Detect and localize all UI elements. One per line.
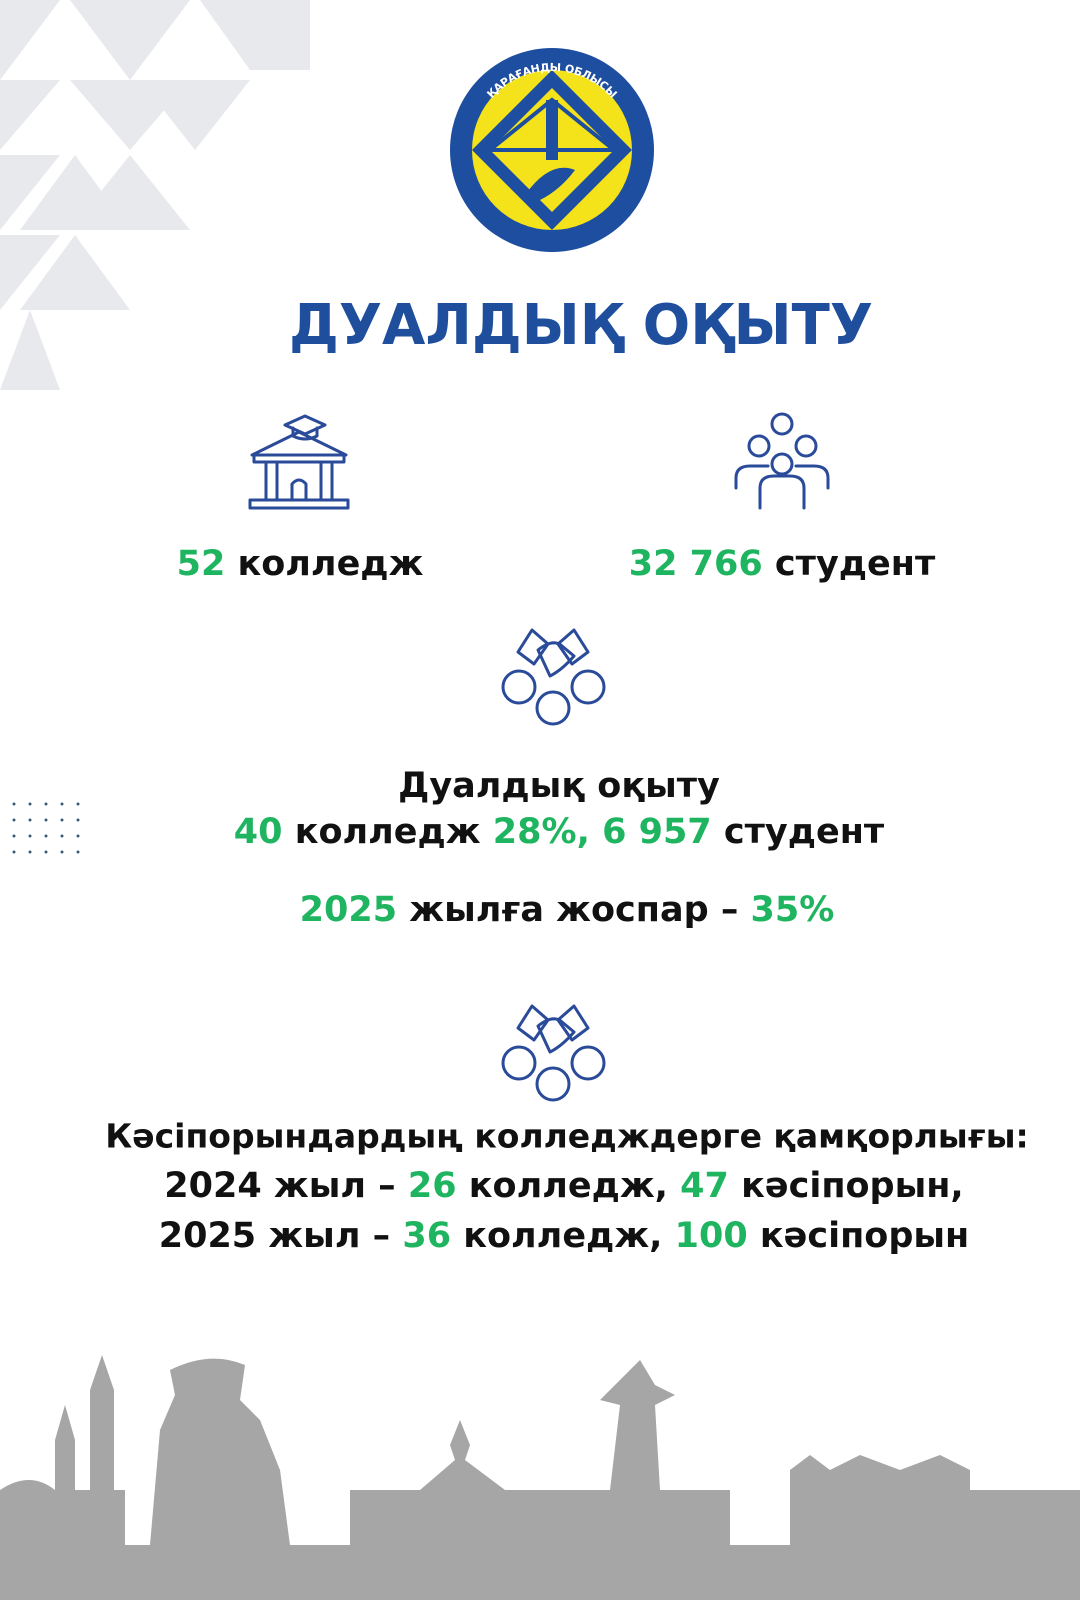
support-heading: Кәсіпорындардың колледждерге қамқорлығы: <box>105 1117 1028 1156</box>
number: 100 <box>675 1216 748 1256</box>
stat-colleges: 52 колледж <box>177 544 424 584</box>
logo: ҚАРАҒАНДЫ ОБЛЫСЫ <box>450 48 654 252</box>
number: 47 <box>680 1166 729 1206</box>
label: кәсіпорын, <box>741 1166 964 1206</box>
number: 36 <box>402 1216 451 1256</box>
year: 2024 <box>164 1166 261 1206</box>
number: 52 <box>177 544 226 584</box>
number: 6 957 <box>602 812 712 852</box>
label: студент <box>775 544 936 584</box>
dual-line: 40 колледж 28%, 6 957 студент <box>234 812 885 852</box>
stat-students: 32 766 студент <box>629 544 936 584</box>
label: колледж <box>238 544 424 584</box>
city-skyline <box>0 1355 1080 1600</box>
number: 40 <box>234 812 283 852</box>
support-row: 2024 жыл – 26 колледж, 47 кәсіпорын, <box>164 1166 963 1206</box>
label: жыл – <box>268 1216 390 1256</box>
label: колледж, <box>469 1166 668 1206</box>
label: колледж <box>295 812 481 852</box>
year: 2025 <box>159 1216 256 1256</box>
dual-heading: Дуалдық оқыту <box>398 766 720 806</box>
dot-pattern <box>12 802 80 854</box>
plan-value: 35% <box>751 890 835 930</box>
share: 28%, <box>493 812 590 852</box>
label: жылға жоспар – <box>409 890 738 930</box>
year: 2025 <box>300 890 397 930</box>
label: жыл – <box>274 1166 396 1206</box>
title: ДУАЛДЫҚ ОҚЫТУ <box>289 293 873 358</box>
number: 32 766 <box>629 544 763 584</box>
partnership-icon <box>501 1004 606 1102</box>
label: кәсіпорын <box>760 1216 969 1256</box>
label: колледж, <box>463 1216 662 1256</box>
label: студент <box>724 812 885 852</box>
support-row: 2025 жыл – 36 колледж, 100 кәсіпорын <box>159 1216 970 1256</box>
students-icon <box>734 412 830 510</box>
plan-line: 2025 жылға жоспар – 35% <box>300 890 835 930</box>
number: 26 <box>408 1166 457 1206</box>
partnership-icon <box>501 628 606 726</box>
college-icon <box>248 414 350 510</box>
triangle-pattern <box>0 0 310 390</box>
